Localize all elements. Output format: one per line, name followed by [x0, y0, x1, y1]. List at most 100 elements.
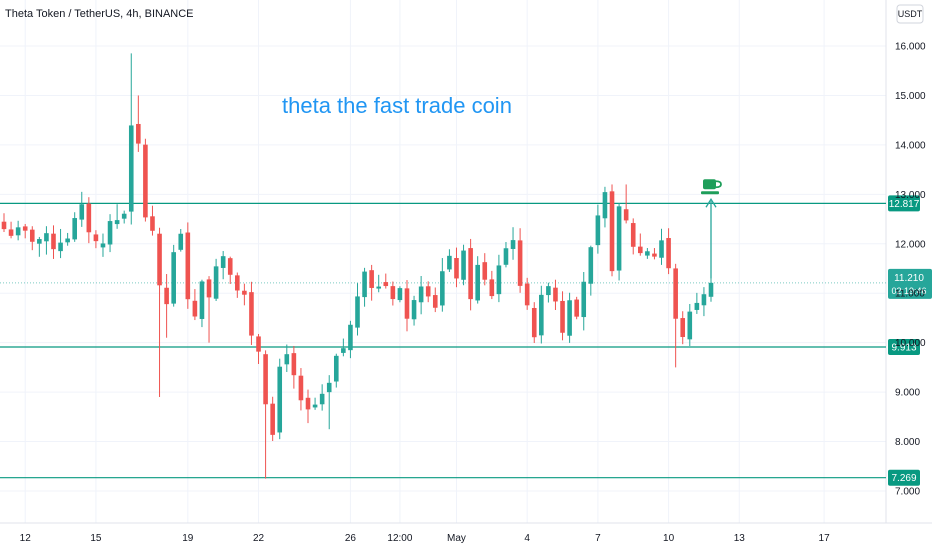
candle-body[interactable]	[461, 250, 466, 280]
candle-body[interactable]	[503, 248, 509, 265]
candle-body[interactable]	[164, 287, 169, 305]
candle-body[interactable]	[22, 226, 28, 231]
candle-body[interactable]	[411, 300, 417, 320]
candle-body[interactable]	[178, 233, 184, 250]
candle-body[interactable]	[51, 233, 56, 250]
candle-body[interactable]	[171, 252, 176, 304]
candle-body[interactable]	[227, 258, 233, 275]
candle-body[interactable]	[510, 240, 516, 249]
candle-body[interactable]	[341, 348, 346, 353]
candle-body[interactable]	[185, 232, 191, 300]
candle-body[interactable]	[58, 242, 63, 252]
candle-body[interactable]	[213, 266, 219, 299]
candle-body[interactable]	[496, 265, 502, 295]
candle-body[interactable]	[482, 262, 488, 280]
candle-body[interactable]	[588, 247, 594, 284]
candle-body[interactable]	[638, 246, 643, 254]
candle-body[interactable]	[284, 354, 290, 365]
candle-body[interactable]	[531, 307, 537, 338]
candle-body[interactable]	[581, 281, 587, 318]
candle-body[interactable]	[553, 287, 558, 302]
candle-body[interactable]	[29, 229, 35, 242]
candle-body[interactable]	[454, 258, 459, 279]
candle-body[interactable]	[369, 270, 374, 288]
candle-body[interactable]	[107, 221, 113, 245]
candle-body[interactable]	[121, 213, 127, 219]
candle-body[interactable]	[220, 256, 226, 268]
candle-body[interactable]	[468, 248, 473, 300]
candle-body[interactable]	[1, 221, 7, 230]
candle-body[interactable]	[86, 203, 92, 233]
candle-body[interactable]	[277, 366, 283, 433]
candle-body[interactable]	[143, 144, 148, 218]
candle-body[interactable]	[517, 240, 523, 286]
candle-body[interactable]	[235, 275, 240, 291]
candle-body[interactable]	[595, 215, 601, 246]
candle-body[interactable]	[37, 239, 42, 244]
candle-body[interactable]	[418, 286, 424, 303]
candle-body[interactable]	[652, 253, 657, 257]
candle-body[interactable]	[362, 271, 367, 298]
candle-body[interactable]	[489, 279, 495, 297]
candle-body[interactable]	[298, 375, 304, 401]
candle-body[interactable]	[383, 282, 389, 287]
candle-body[interactable]	[524, 283, 530, 306]
candle-body[interactable]	[602, 192, 608, 219]
candle-body[interactable]	[100, 243, 106, 248]
candle-body[interactable]	[114, 220, 120, 225]
coffee-cup-icon[interactable]	[701, 179, 722, 195]
candle-body[interactable]	[447, 255, 452, 270]
candle-body[interactable]	[249, 292, 254, 336]
candle-body[interactable]	[567, 300, 572, 336]
candle-body[interactable]	[694, 302, 700, 310]
candle-body[interactable]	[630, 223, 636, 247]
candle-body[interactable]	[440, 271, 445, 306]
candle-body[interactable]	[574, 299, 579, 317]
plot-area[interactable]	[0, 0, 886, 523]
candle-body[interactable]	[15, 227, 21, 236]
candle-body[interactable]	[539, 294, 544, 336]
candle-body[interactable]	[312, 404, 318, 408]
candle-body[interactable]	[192, 300, 198, 317]
candle-body[interactable]	[645, 251, 650, 256]
candle-body[interactable]	[390, 286, 396, 300]
candle-body[interactable]	[560, 300, 565, 333]
candle-body[interactable]	[72, 218, 77, 240]
candle-body[interactable]	[425, 286, 431, 297]
candle-body[interactable]	[291, 353, 297, 376]
candle-body[interactable]	[206, 279, 212, 298]
candle-body[interactable]	[65, 238, 70, 243]
candle-body[interactable]	[623, 209, 629, 221]
candle-body[interactable]	[475, 264, 480, 301]
candle-body[interactable]	[256, 336, 261, 352]
candle-body[interactable]	[404, 288, 410, 319]
candle-body[interactable]	[397, 288, 403, 301]
candle-body[interactable]	[666, 238, 671, 269]
candle-body[interactable]	[659, 240, 664, 258]
chart-annotation[interactable]: theta the fast trade coin	[282, 93, 512, 118]
candle-body[interactable]	[616, 206, 622, 271]
candle-body[interactable]	[326, 382, 332, 393]
candle-body[interactable]	[701, 294, 707, 306]
candle-body[interactable]	[432, 295, 438, 308]
candle-body[interactable]	[673, 268, 678, 319]
currency-badge[interactable]: USDT	[896, 4, 924, 24]
candle-body[interactable]	[93, 234, 99, 242]
candle-body[interactable]	[319, 393, 325, 405]
candle-body[interactable]	[199, 281, 205, 319]
candle-body[interactable]	[687, 311, 693, 340]
candle-body[interactable]	[348, 324, 353, 351]
candle-body[interactable]	[128, 125, 134, 212]
candle-body[interactable]	[8, 229, 14, 236]
candle-body[interactable]	[263, 354, 268, 405]
candle-body[interactable]	[157, 233, 162, 286]
candle-body[interactable]	[305, 397, 311, 410]
candle-body[interactable]	[376, 286, 382, 289]
candle-body[interactable]	[270, 403, 275, 435]
candle-body[interactable]	[150, 216, 155, 231]
candle-body[interactable]	[79, 204, 85, 220]
candle-body[interactable]	[44, 233, 49, 242]
candle-body[interactable]	[242, 290, 247, 295]
candle-body[interactable]	[680, 318, 686, 338]
